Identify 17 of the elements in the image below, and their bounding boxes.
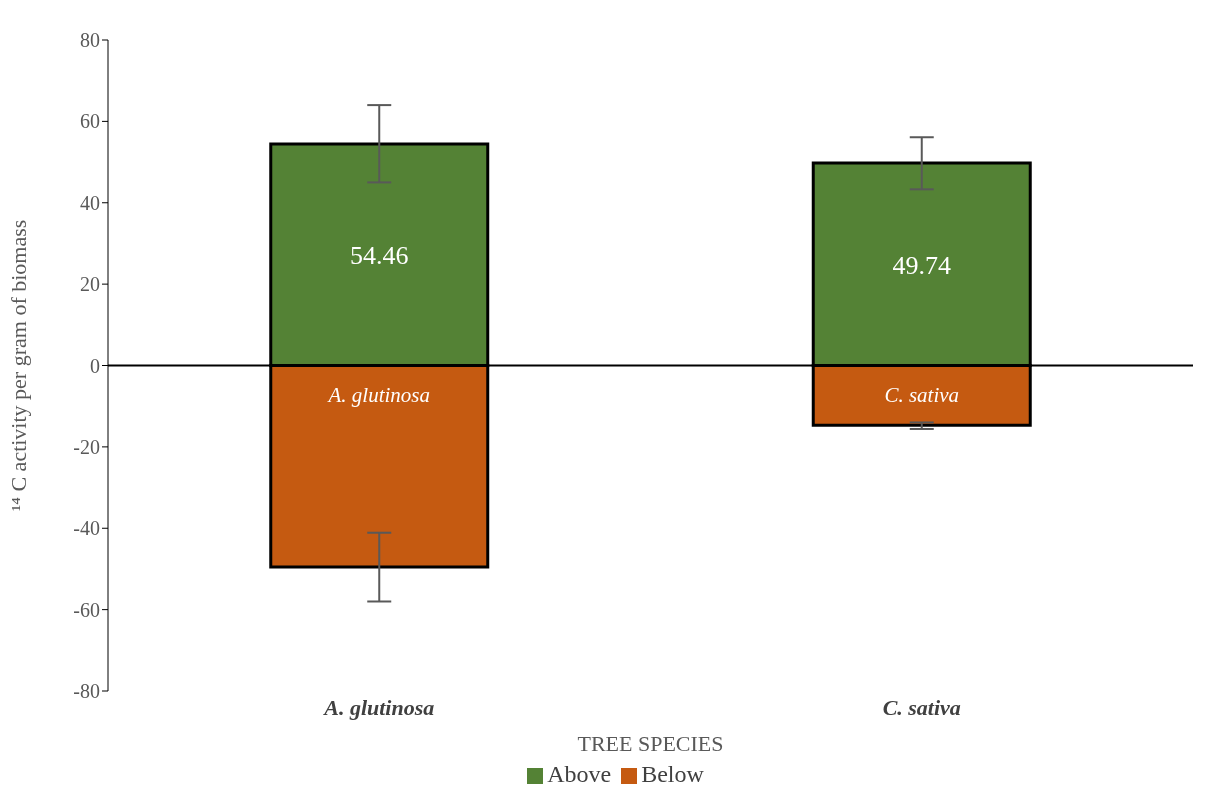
annotation: C. sativa <box>884 383 960 408</box>
y-tick-label: 40 <box>80 191 100 214</box>
y-tick-label: -40 <box>73 517 100 540</box>
data-label: 49.74 <box>892 250 951 280</box>
y-tick-label: 80 <box>80 29 100 52</box>
annotation: A. glutinosa <box>326 383 431 408</box>
y-axis-title: ¹⁴ C activity per gram of biomass <box>5 219 31 512</box>
legend-label: Below <box>641 761 704 787</box>
y-tick-label: -60 <box>73 598 100 621</box>
y-tick-label: 20 <box>80 273 100 296</box>
data-label: 54.46 <box>350 240 409 270</box>
y-tick-label: 0 <box>90 354 100 377</box>
legend-label: Above <box>547 761 612 787</box>
y-tick-label: -80 <box>73 680 100 703</box>
y-tick-label: 60 <box>80 110 100 133</box>
x-axis-title: TREE SPECIES <box>577 731 724 756</box>
y-tick-label: -20 <box>73 435 100 458</box>
